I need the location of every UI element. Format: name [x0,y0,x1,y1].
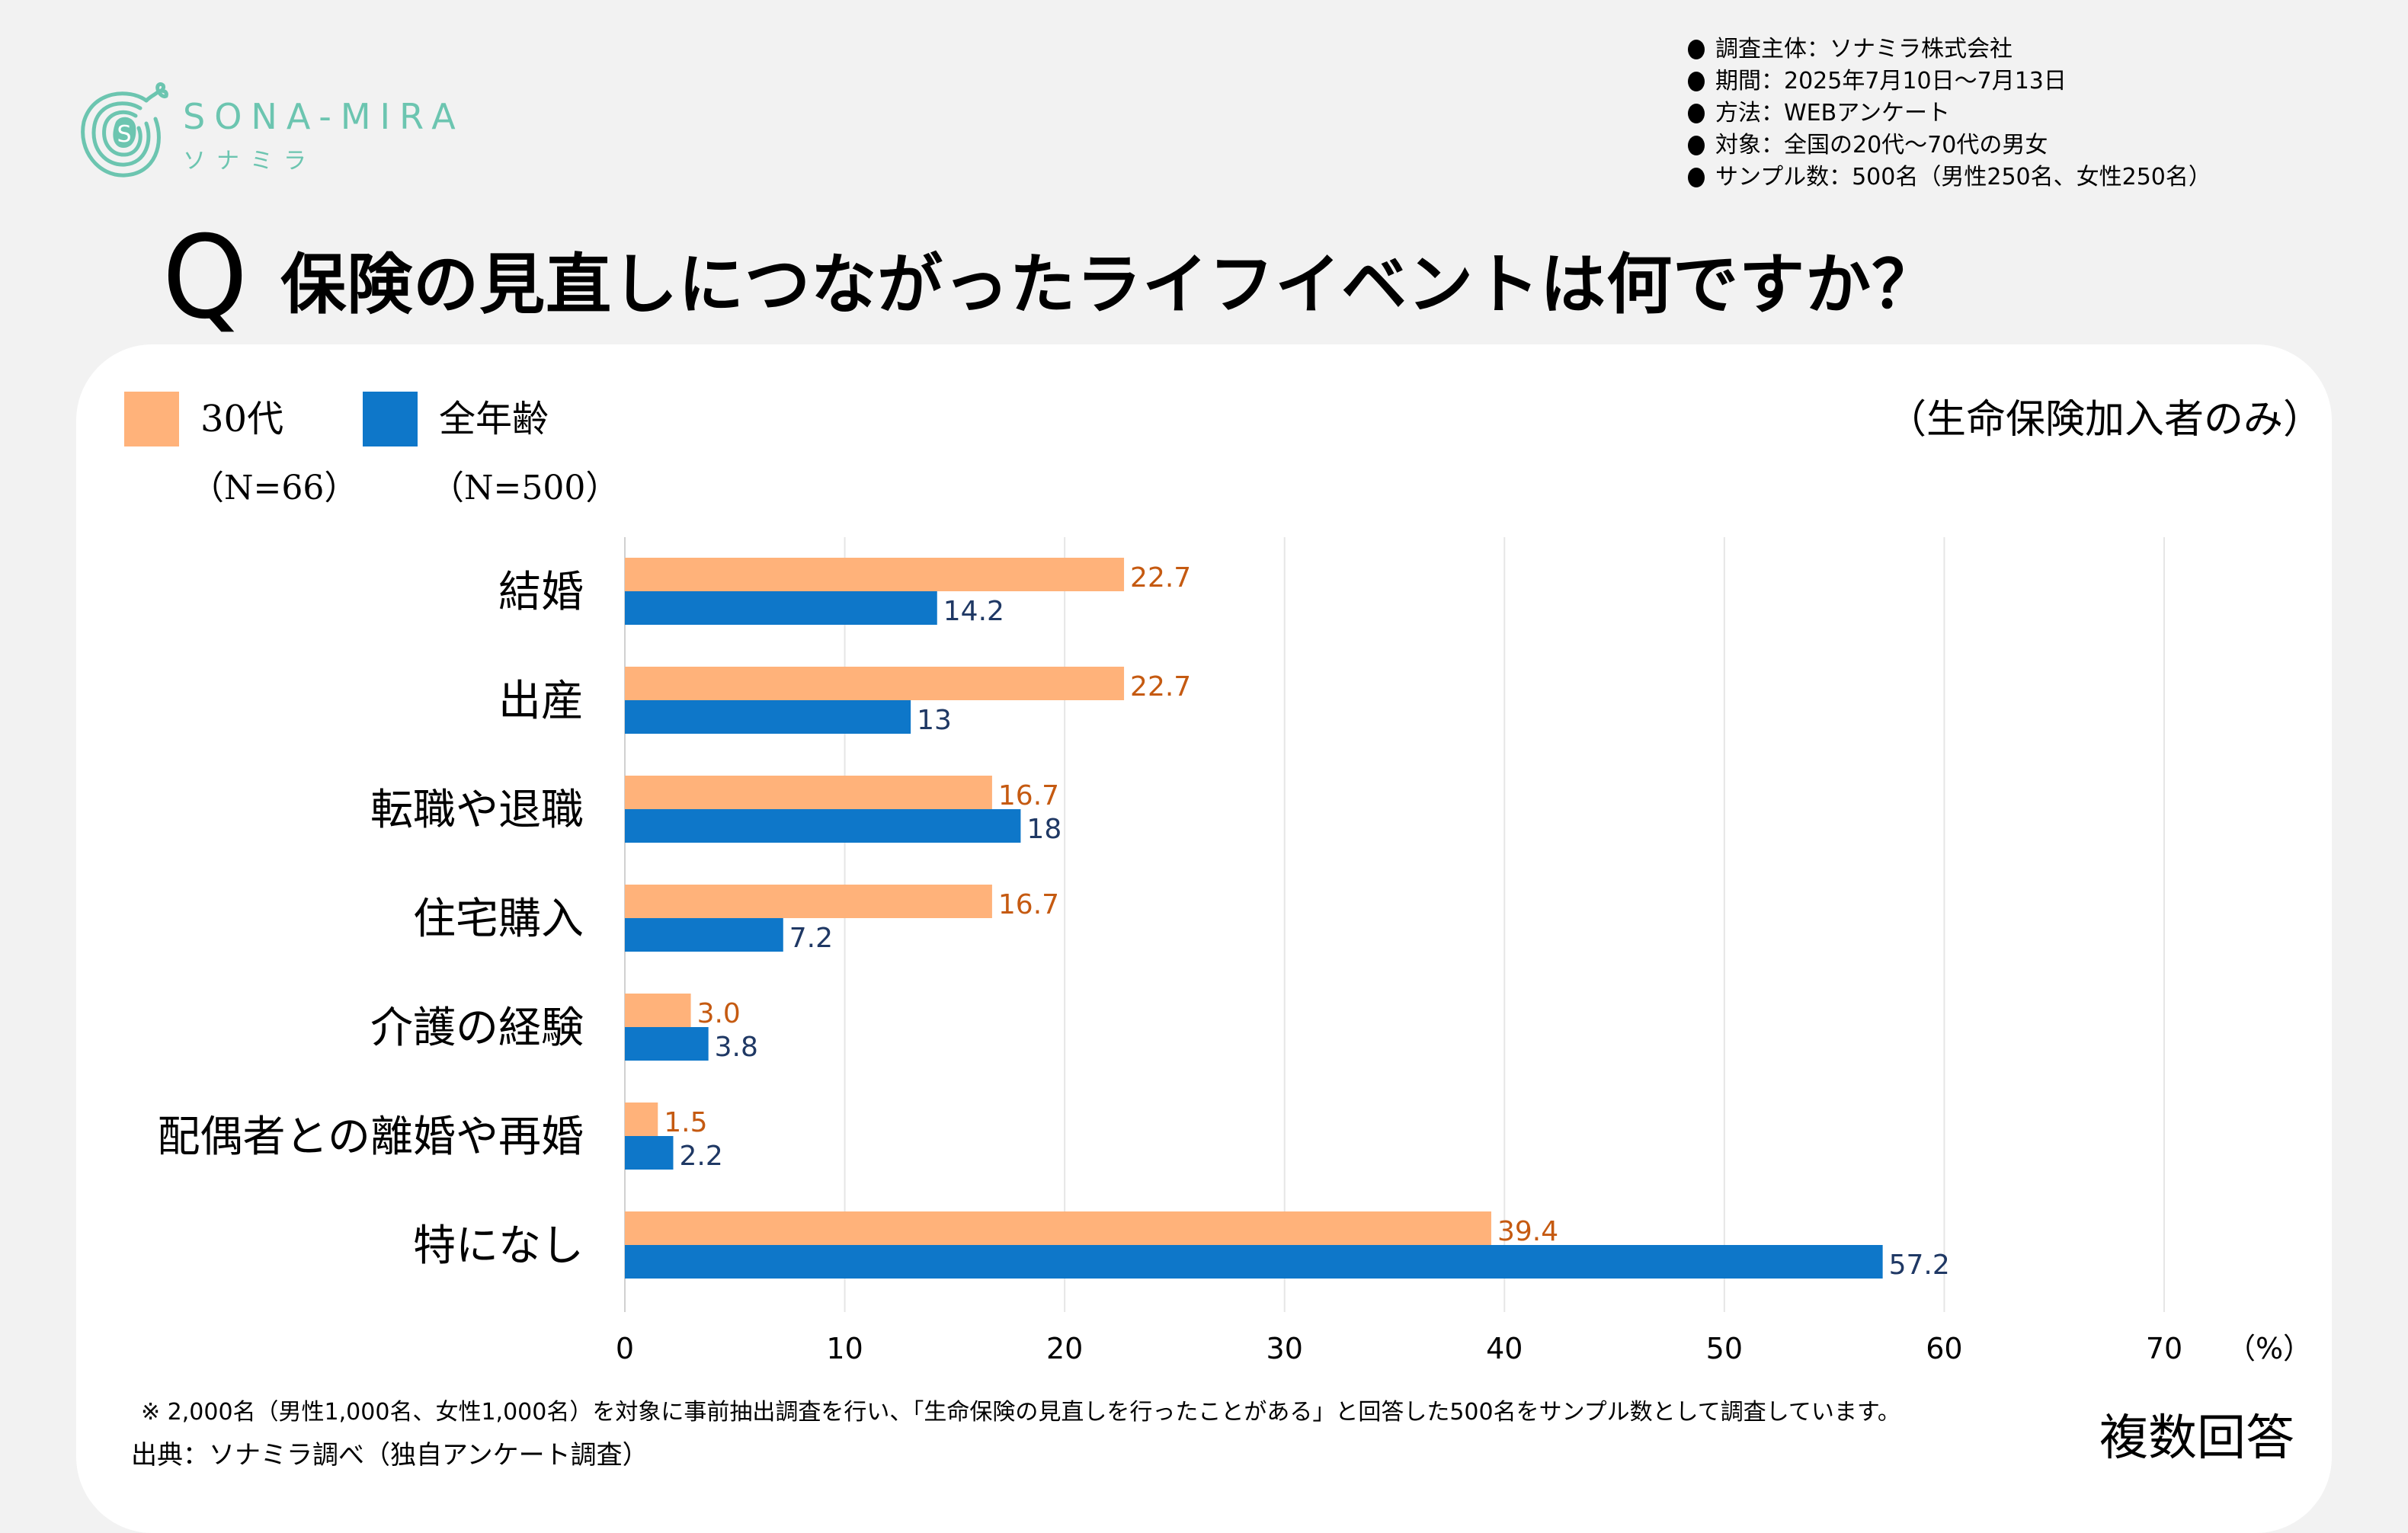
x-tick-label: 20 [1046,1332,1083,1365]
x-tick-label: 10 [826,1332,863,1365]
value-label-30s: 16.7 [998,889,1059,920]
bar-30s [625,1211,1491,1245]
bar-all-ages [625,591,937,625]
value-label-30s: 22.7 [1130,671,1191,702]
x-tick-label: 40 [1486,1332,1523,1365]
value-label-30s: 3.0 [697,998,741,1029]
legend-n-all-ages: （N=500） [431,469,620,507]
category-label: 出産 [498,677,584,726]
bullet-icon [1688,136,1705,155]
legend-swatch-30s [124,392,179,446]
survey-info-item: 期間：2025年7月10日～7月13日 [1688,66,2211,98]
question-heading: Q 保険の見直しにつながったライフイベントは何ですか？ [160,221,1938,335]
bar-30s [625,885,992,918]
bar-30s [625,994,691,1027]
bullet-icon [1688,40,1705,59]
bar-30s [625,1103,658,1136]
x-tick-label: 60 [1926,1332,1962,1365]
category-label: 介護の経験 [370,1003,584,1053]
legend-n-30s: （N=66） [191,469,358,507]
x-tick-label: 70 [2146,1332,2182,1365]
bullet-icon [1688,168,1705,187]
x-tick-label: 0 [616,1332,634,1365]
bar-all-ages [625,1027,709,1061]
bar-30s [625,558,1125,591]
multi-answer-note: 複数回答 [2099,1410,2294,1467]
bar-all-ages [625,1136,674,1170]
value-label-all-ages: 14.2 [943,596,1004,627]
category-label: 住宅購入 [413,895,584,944]
value-label-all-ages: 18 [1026,814,1062,845]
sona-mira-logo-icon: S [81,82,168,178]
footnote: ※ 2,000名（男性1,000名、女性1,000名）を対象に事前抽出調査を行い… [141,1399,1900,1426]
question-text: 保険の見直しにつながったライフイベントは何ですか？ [280,246,1939,323]
value-label-30s: 1.5 [664,1107,707,1138]
value-label-30s: 39.4 [1497,1216,1558,1247]
survey-info-item: 対象：全国の20代～70代の男女 [1688,130,2211,162]
bar-all-ages [625,1245,1883,1279]
legend-item-all-ages: 全年齢 [363,392,549,446]
category-label: 特になし [413,1221,584,1271]
value-label-all-ages: 7.2 [789,923,833,954]
bars [625,558,1883,1279]
question-mark: Q [162,212,248,344]
survey-info: 調査主体：ソナミラ株式会社 期間：2025年7月10日～7月13日 方法：WEB… [1688,34,2211,194]
source-note: 出典：ソナミラ調べ（独自アンケート調査） [131,1440,648,1471]
bar-all-ages [625,700,911,734]
value-label-all-ages: 2.2 [679,1141,722,1172]
category-label: 結婚 [498,568,584,617]
survey-info-item: 方法：WEBアンケート [1688,98,2211,130]
survey-info-item: 調査主体：ソナミラ株式会社 [1688,34,2211,66]
bar-30s [625,776,992,809]
bar-all-ages [625,918,783,952]
brand-kana: ソナミラ [183,148,317,174]
bar-30s [625,667,1125,700]
survey-info-item: サンプル数：500名（男性250名、女性250名） [1688,162,2211,194]
scope-note: （生命保険加入者のみ） [1886,397,2323,443]
brand-logo: S SONA-MIRA ソナミラ [76,82,488,181]
bullet-icon [1688,104,1705,123]
bullet-icon [1688,72,1705,91]
value-label-all-ages: 13 [917,705,952,736]
legend-swatch-all-ages [363,392,418,446]
value-label-all-ages: 57.2 [1889,1250,1950,1281]
value-label-30s: 16.7 [998,780,1059,811]
value-label-30s: 22.7 [1130,562,1191,594]
x-tick-label: 50 [1706,1332,1743,1365]
legend-item-30s: 30代 [124,392,283,446]
gridlines [624,537,2165,1312]
value-labels: 22.714.222.71316.71816.77.23.03.81.52.23… [664,562,1949,1281]
category-label: 配偶者との離婚や再婚 [158,1112,584,1162]
legend-label-30s: 30代 [200,398,284,440]
bar-chart: 22.714.222.71316.71816.77.23.03.81.52.23… [158,537,2312,1365]
value-label-all-ages: 3.8 [715,1032,758,1063]
x-tick-label: 30 [1266,1332,1303,1365]
category-label: 転職や退職 [370,786,584,835]
legend-label-all-ages: 全年齢 [439,398,549,440]
x-axis-unit: （%） [2227,1332,2312,1365]
svg-text:S: S [117,121,131,148]
tick-labels: 0 10 20 30 40 50 60 70 [616,1332,2182,1365]
bar-all-ages [625,809,1021,843]
brand-name: SONA-MIRA [183,96,465,137]
chart-card [76,344,2332,1533]
